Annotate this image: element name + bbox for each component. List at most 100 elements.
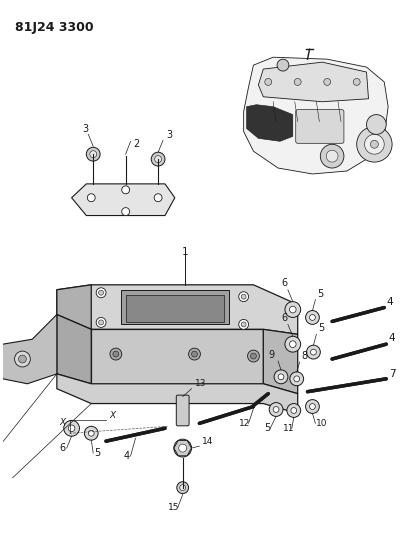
- Circle shape: [113, 351, 119, 357]
- Text: 11: 11: [283, 424, 295, 433]
- Text: 6: 6: [281, 278, 287, 288]
- Circle shape: [274, 370, 288, 384]
- Circle shape: [155, 156, 162, 163]
- Circle shape: [241, 322, 246, 327]
- Circle shape: [68, 425, 75, 432]
- Circle shape: [14, 351, 30, 367]
- Circle shape: [269, 402, 283, 416]
- Circle shape: [64, 421, 80, 436]
- Text: 6: 6: [60, 443, 66, 453]
- Text: 3: 3: [82, 125, 88, 134]
- FancyBboxPatch shape: [176, 395, 189, 426]
- Circle shape: [188, 348, 200, 360]
- Circle shape: [84, 426, 98, 440]
- Circle shape: [290, 341, 296, 348]
- Circle shape: [110, 348, 122, 360]
- Polygon shape: [126, 295, 224, 322]
- Circle shape: [241, 294, 246, 299]
- Text: 4: 4: [388, 333, 395, 343]
- Circle shape: [154, 194, 162, 201]
- Circle shape: [294, 376, 300, 382]
- Text: 5: 5: [264, 423, 270, 433]
- Text: 1: 1: [181, 247, 188, 257]
- Circle shape: [290, 306, 296, 313]
- Circle shape: [122, 208, 130, 215]
- Circle shape: [277, 59, 289, 71]
- Polygon shape: [244, 57, 388, 174]
- Circle shape: [122, 186, 130, 194]
- Circle shape: [177, 482, 188, 494]
- Circle shape: [285, 336, 301, 352]
- Text: 5: 5: [317, 289, 324, 298]
- Circle shape: [99, 290, 104, 295]
- Circle shape: [306, 345, 320, 359]
- Circle shape: [96, 318, 106, 327]
- Circle shape: [192, 351, 198, 357]
- Circle shape: [364, 134, 384, 154]
- Circle shape: [310, 403, 315, 409]
- Circle shape: [287, 403, 301, 417]
- Text: X: X: [110, 411, 116, 421]
- Circle shape: [18, 355, 26, 363]
- Circle shape: [99, 320, 104, 325]
- Circle shape: [294, 78, 301, 85]
- Polygon shape: [57, 285, 91, 329]
- Text: X: X: [60, 418, 66, 427]
- Circle shape: [265, 78, 272, 85]
- Text: 4: 4: [386, 296, 393, 306]
- FancyBboxPatch shape: [296, 110, 344, 143]
- Polygon shape: [91, 329, 263, 384]
- Polygon shape: [72, 184, 175, 215]
- Circle shape: [151, 152, 165, 166]
- Text: 14: 14: [202, 437, 214, 446]
- Polygon shape: [246, 104, 293, 141]
- Circle shape: [180, 484, 186, 491]
- Circle shape: [278, 374, 284, 379]
- Circle shape: [306, 311, 319, 325]
- Circle shape: [324, 78, 331, 85]
- Circle shape: [290, 372, 304, 386]
- Text: 5: 5: [318, 324, 325, 333]
- Polygon shape: [263, 329, 298, 394]
- Circle shape: [285, 302, 301, 318]
- Circle shape: [179, 444, 187, 452]
- Text: 3: 3: [166, 131, 172, 140]
- Polygon shape: [57, 374, 298, 414]
- Circle shape: [310, 349, 316, 355]
- Circle shape: [326, 150, 338, 162]
- Circle shape: [306, 400, 319, 414]
- Circle shape: [357, 126, 392, 162]
- Polygon shape: [57, 285, 298, 334]
- Circle shape: [239, 319, 248, 329]
- Polygon shape: [121, 290, 229, 325]
- Circle shape: [320, 144, 344, 168]
- Circle shape: [239, 292, 248, 302]
- Circle shape: [250, 353, 256, 359]
- Circle shape: [291, 408, 297, 414]
- Text: 10: 10: [316, 419, 328, 429]
- Circle shape: [96, 288, 106, 297]
- Circle shape: [366, 115, 386, 134]
- Text: 4: 4: [124, 451, 130, 461]
- Polygon shape: [57, 314, 91, 384]
- Circle shape: [174, 439, 192, 457]
- Circle shape: [88, 430, 94, 436]
- Circle shape: [248, 350, 259, 362]
- Text: 12: 12: [239, 419, 250, 429]
- Text: 7: 7: [389, 369, 396, 379]
- Circle shape: [87, 194, 95, 201]
- Circle shape: [273, 407, 279, 413]
- Text: 81J24 3300: 81J24 3300: [14, 21, 93, 34]
- Circle shape: [370, 140, 378, 148]
- Polygon shape: [0, 314, 57, 384]
- Circle shape: [90, 151, 97, 158]
- Text: 8: 8: [302, 351, 308, 361]
- Circle shape: [86, 147, 100, 161]
- Text: 13: 13: [194, 379, 206, 387]
- Text: 2: 2: [134, 139, 140, 149]
- Text: 9: 9: [268, 350, 274, 360]
- Text: 15: 15: [168, 504, 180, 512]
- Text: 6: 6: [281, 313, 287, 324]
- Text: 5: 5: [94, 448, 100, 458]
- Polygon shape: [258, 62, 368, 102]
